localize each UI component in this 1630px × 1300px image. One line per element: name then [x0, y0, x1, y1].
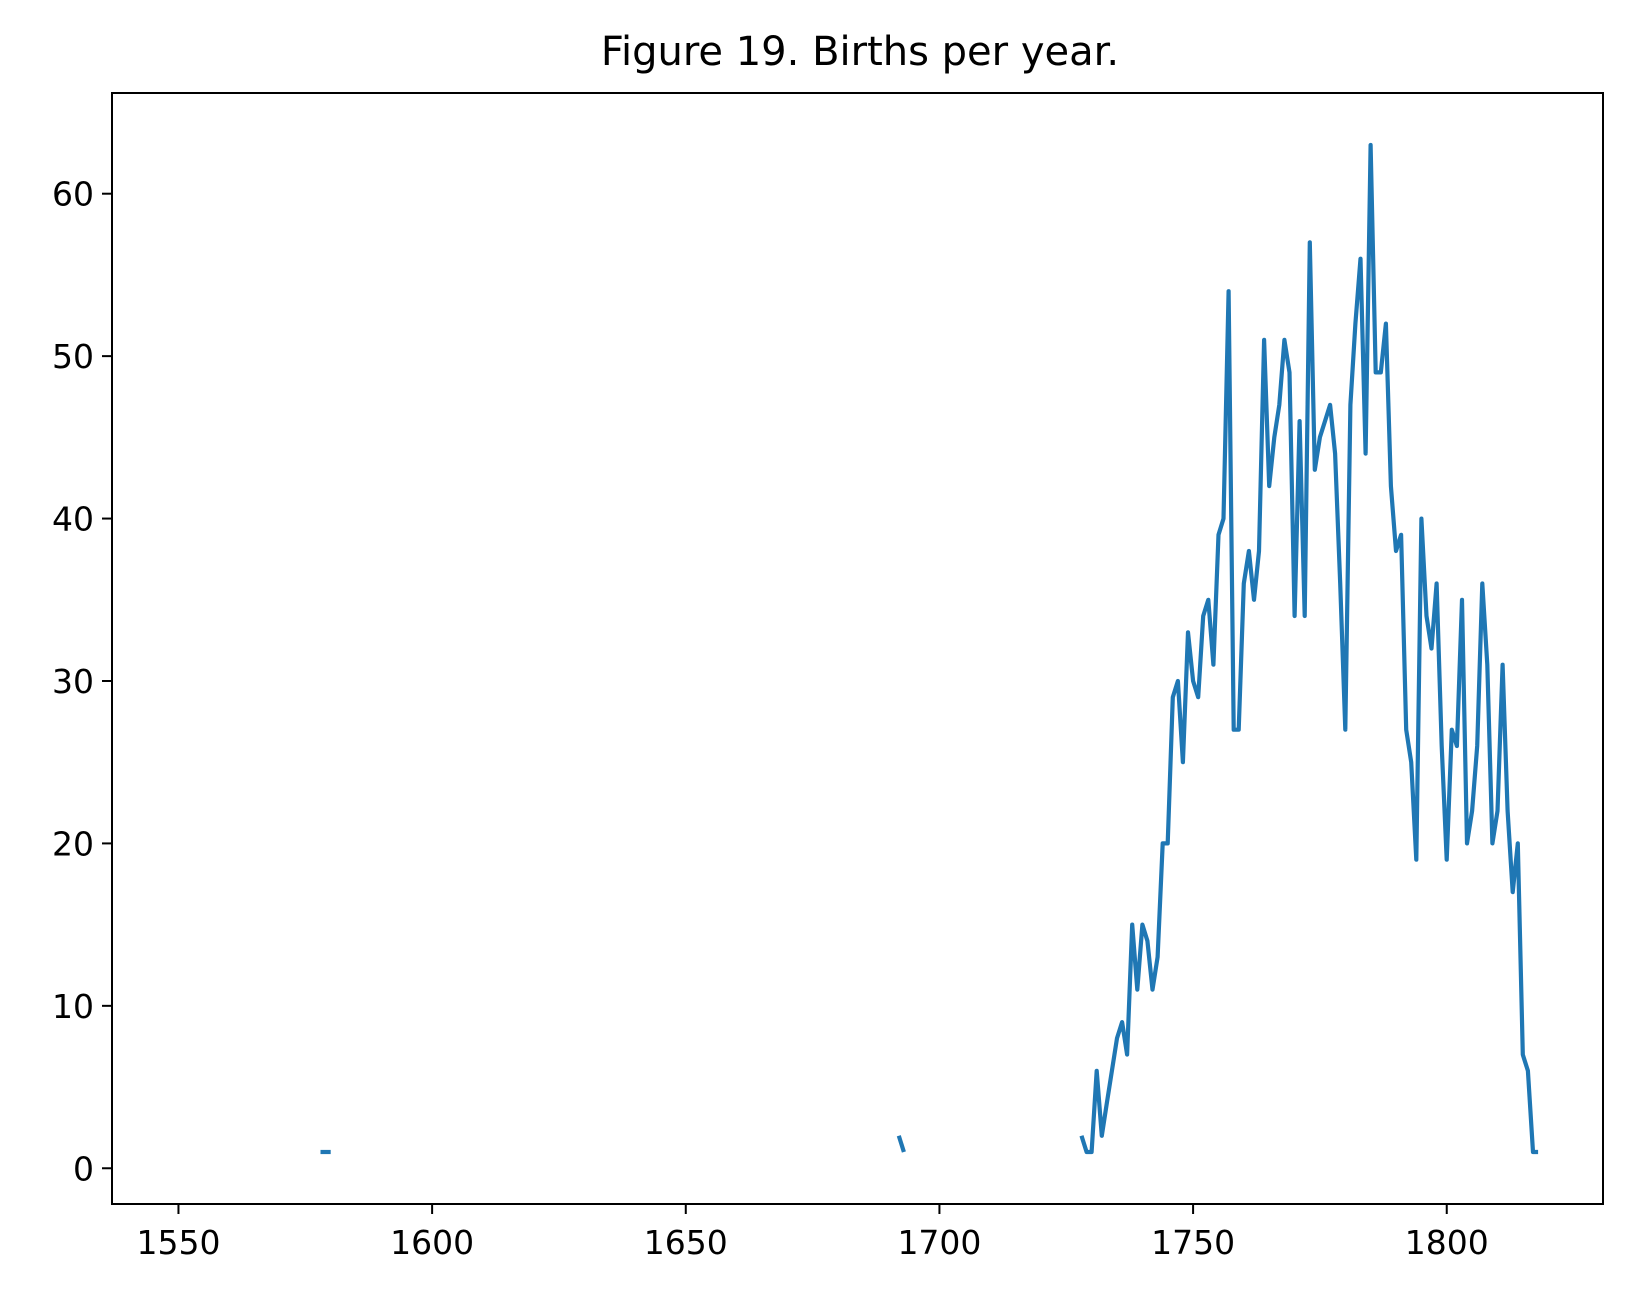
y-tick-label: 40 — [52, 500, 94, 539]
plot-area-frame — [111, 92, 1604, 1205]
x-tick-label: 1600 — [390, 1223, 474, 1262]
y-axis: 0 10 20 30 40 50 60 — [52, 175, 112, 1188]
y-tick-label: 0 — [73, 1149, 94, 1188]
y-tick-label: 20 — [52, 824, 94, 863]
x-tick-label: 1700 — [897, 1223, 981, 1262]
chart-title: Figure 19. Births per year. — [601, 29, 1119, 75]
y-tick-label: 10 — [52, 987, 94, 1026]
x-tick-label: 1550 — [136, 1223, 220, 1262]
y-tick-label: 60 — [52, 175, 94, 214]
y-tick-label: 30 — [52, 662, 94, 701]
x-tick-label: 1800 — [1405, 1223, 1489, 1262]
series-layer — [320, 142, 1539, 1155]
x-tick-label: 1750 — [1151, 1223, 1235, 1262]
x-tick-label: 1650 — [644, 1223, 728, 1262]
x-axis: 1550 1600 1650 1700 1750 1800 — [136, 1204, 1489, 1262]
series-line-segment — [1079, 142, 1539, 1155]
y-tick-label: 50 — [52, 337, 94, 376]
series-line-segment — [896, 1135, 906, 1153]
